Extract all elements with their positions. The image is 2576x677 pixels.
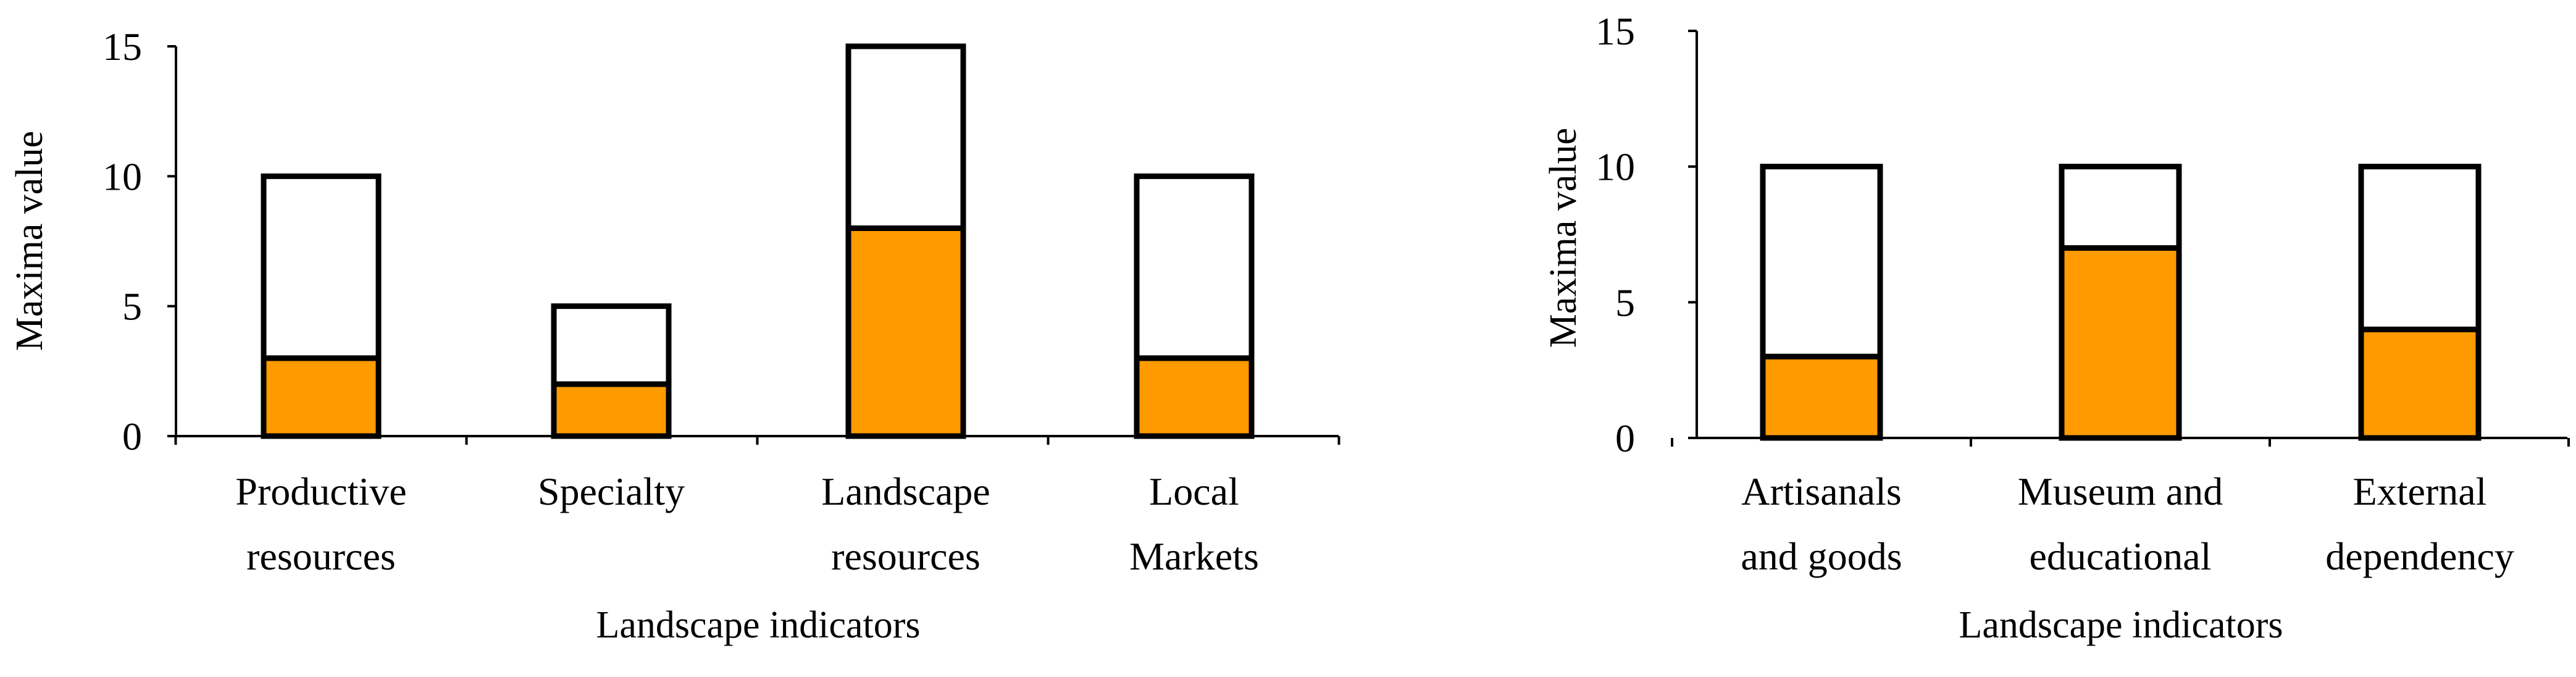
bar-filled-segment <box>1134 355 1255 439</box>
x-category-label: educational <box>2030 534 2212 578</box>
bar-max-segment <box>1760 164 1883 360</box>
y-tick-label: 5 <box>1615 280 1635 324</box>
x-category-label: resources <box>831 534 981 578</box>
bar-filled-segment <box>551 381 672 439</box>
y-tick-label: 0 <box>122 414 142 458</box>
x-category-label: dependency <box>2325 534 2514 578</box>
x-category-label: resources <box>246 534 396 578</box>
bar-max-segment <box>1134 173 1255 361</box>
x-category-label: Artisanals <box>1741 469 1902 513</box>
x-axis-title: Landscape indicators <box>596 604 920 646</box>
x-category-label: Museum and <box>2018 469 2223 513</box>
bar-max-segment <box>261 173 382 361</box>
y-tick-label: 5 <box>122 285 142 329</box>
x-axis-title: Landscape indicators <box>1959 604 2283 646</box>
y-tick-label: 15 <box>102 25 142 69</box>
bar-filled-segment <box>845 225 966 439</box>
x-category-label: Local <box>1149 469 1239 513</box>
chart-panel-1: 0 5 10 15 Productive resources Specialty Landsc… <box>9 25 1340 646</box>
bar-filled-segment <box>261 355 382 439</box>
chart-panel-2: 0 5 10 15 Artisanals and goods Museum and educa… <box>1542 9 2570 646</box>
x-category-label: Productive <box>235 469 406 513</box>
x-category-label: Markets <box>1129 534 1259 578</box>
x-category-label: Specialty <box>538 469 685 513</box>
bar-max-segment <box>551 303 672 387</box>
y-tick-label: 10 <box>102 154 142 198</box>
bar-max-segment <box>2358 164 2482 332</box>
x-category-label: Landscape <box>821 469 990 513</box>
y-tick-label: 15 <box>1595 9 1635 53</box>
y-axis-title: Maxima value <box>1542 128 1584 348</box>
bar-filled-segment <box>2358 326 2482 441</box>
x-category-label: External <box>2353 469 2487 513</box>
bar-max-segment <box>845 43 966 231</box>
y-tick-label: 10 <box>1595 145 1635 189</box>
bar-filled-segment <box>1760 353 1883 441</box>
y-tick-label: 0 <box>1615 416 1635 460</box>
y-axis-title: Maxima value <box>9 131 51 351</box>
bar-max-segment <box>2059 164 2182 251</box>
x-category-label: and goods <box>1741 534 1902 578</box>
bar-filled-segment <box>2059 245 2182 441</box>
